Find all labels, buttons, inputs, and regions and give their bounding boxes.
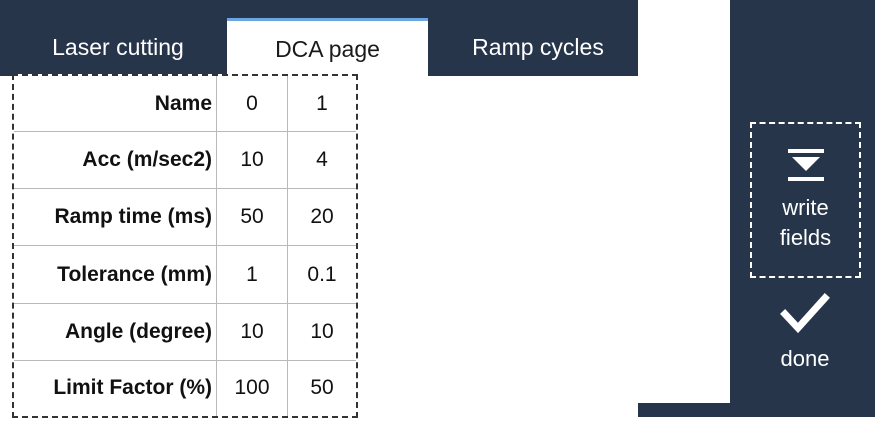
tab-laser-cutting[interactable]: Laser cutting	[52, 33, 184, 60]
table-row: Angle (degree) 10 10	[14, 302, 356, 361]
table-cell[interactable]: 50	[287, 359, 356, 416]
table-row: Name 0 1	[14, 76, 356, 133]
table-cell[interactable]: 100	[216, 359, 288, 416]
table-cell[interactable]: 10	[216, 131, 288, 190]
table-cell[interactable]: 4	[287, 131, 356, 190]
table-cell[interactable]: 10	[216, 302, 288, 361]
table-row: Acc (m/sec2) 10 4	[14, 131, 356, 190]
table-row: Tolerance (mm) 1 0.1	[14, 245, 356, 304]
checkmark-icon	[780, 293, 830, 334]
done-label: done	[780, 346, 830, 371]
table-cell[interactable]: 10	[287, 302, 356, 361]
table-cell[interactable]: 1	[287, 76, 356, 133]
write-fields-label-line2: fields	[779, 225, 832, 250]
done-button[interactable]: done	[760, 292, 850, 392]
table-row: Ramp time (ms) 50 20	[14, 188, 356, 247]
row-label: Acc (m/sec2)	[14, 131, 217, 190]
row-label: Tolerance (mm)	[14, 245, 217, 304]
row-label: Ramp time (ms)	[14, 188, 217, 247]
dca-parameter-table: Name 0 1 Acc (m/sec2) 10 4 Ramp time (ms…	[12, 74, 358, 418]
table-row: Limit Factor (%) 100 50	[14, 359, 356, 416]
row-label: Limit Factor (%)	[14, 359, 217, 416]
table-cell[interactable]: 1	[216, 245, 288, 304]
table-cell[interactable]: 0	[216, 76, 288, 133]
table-cell[interactable]: 50	[216, 188, 288, 247]
download-to-bottom-icon	[787, 149, 824, 181]
write-fields-button[interactable]: write fields	[750, 122, 861, 278]
row-label: Angle (degree)	[14, 302, 217, 361]
table-cell[interactable]: 0.1	[287, 245, 356, 304]
panel-divider	[638, 0, 730, 403]
row-label: Name	[14, 76, 217, 133]
action-panel	[638, 0, 875, 417]
tab-ramp-cycles[interactable]: Ramp cycles	[472, 33, 604, 60]
table-cell[interactable]: 20	[287, 188, 356, 247]
tab-dca-page[interactable]: DCA page	[227, 18, 428, 76]
write-fields-label-line1: write	[782, 195, 829, 220]
